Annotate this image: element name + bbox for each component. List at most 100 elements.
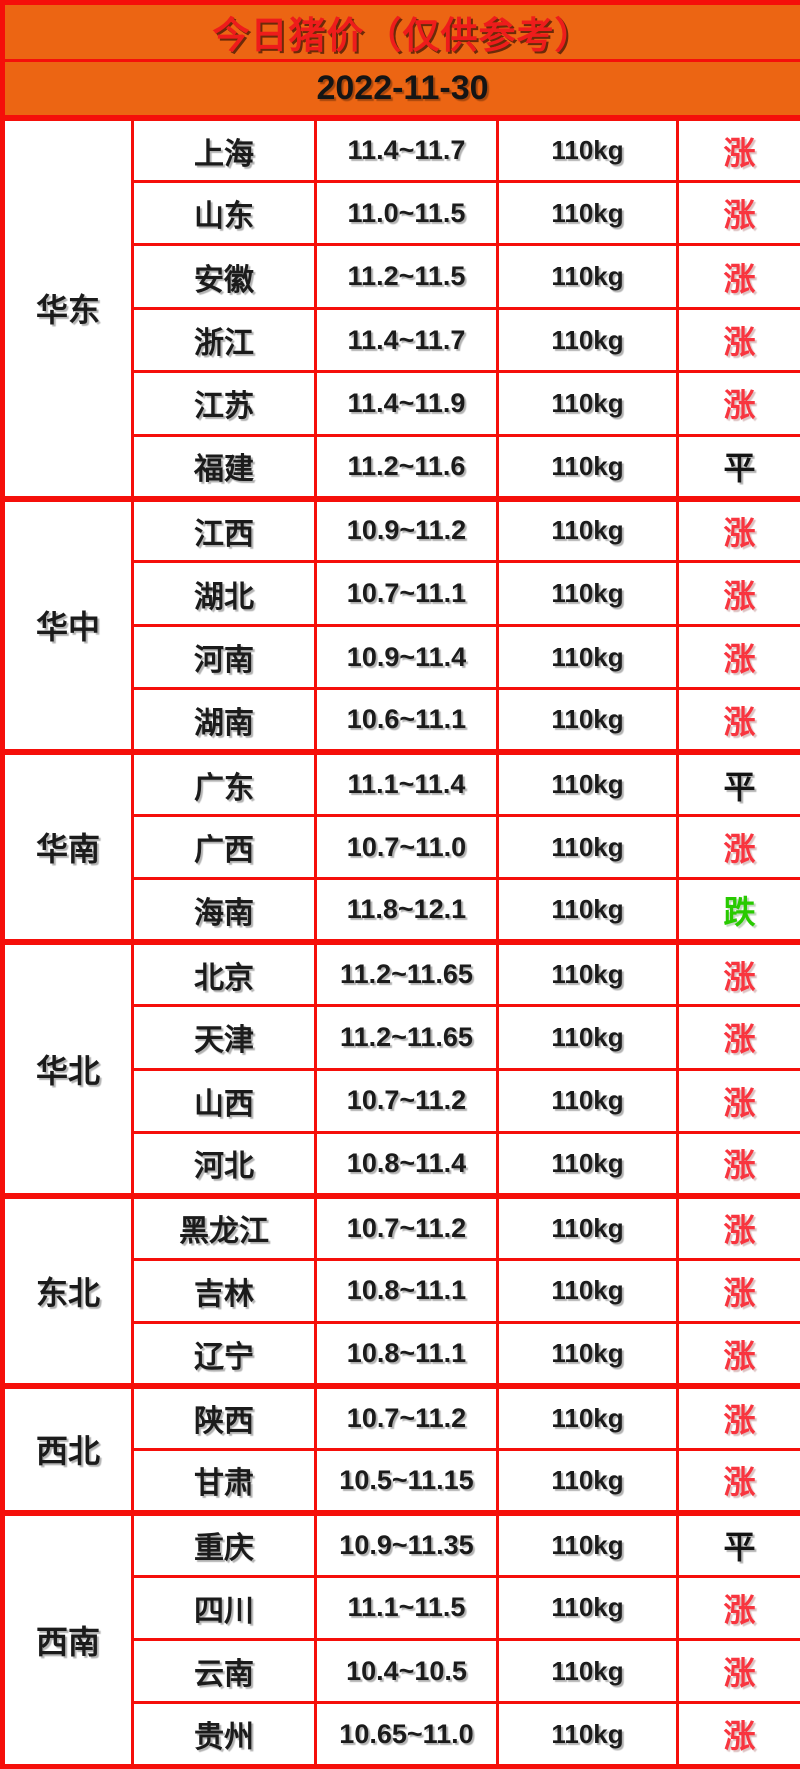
weight-label: 110kg [496,115,679,184]
weight-label: 110kg [496,1638,679,1705]
price-range: 10.5~11.15 [314,1447,499,1515]
weight-label: 110kg [496,1067,679,1134]
table-row: 四川 11.1~11.5 110kg 涨 [3,1574,800,1642]
trend-badge: 平 [676,749,800,818]
table-row: 海南 11.8~12.1 110kg 跌 [3,877,800,944]
table-row: 贵州 10.65~11.0 110kg 涨 [3,1701,800,1768]
table-row: 甘肃 10.5~11.15 110kg 涨 [3,1447,800,1515]
table-row: 西南 重庆 10.9~11.35 110kg 平 [1,1509,800,1768]
table-row: 山西 10.7~11.2 110kg 涨 [3,1067,800,1134]
province-cell: 湖南 [131,687,317,754]
price-range: 10.8~11.1 [314,1321,499,1388]
trend-badge: 涨 [676,370,800,437]
price-range: 10.9~11.2 [314,495,499,564]
province-cell: 山西 [131,1067,317,1134]
table-row: 华北 北京 11.2~11.65 110kg 涨 [1,939,800,1198]
province-cell: 福建 [131,433,317,501]
report-date: 2022-11-30 [1,59,800,120]
weight-label: 110kg [496,749,679,818]
price-range: 10.6~11.1 [314,687,499,754]
table-row: 广西 10.7~11.0 110kg 涨 [3,813,800,881]
price-range: 10.9~11.4 [314,623,499,691]
weight-label: 110kg [496,306,679,374]
price-range: 11.2~11.5 [314,243,499,310]
price-range: 11.1~11.4 [314,749,499,818]
province-cell: 甘肃 [131,1447,317,1515]
price-range: 10.7~11.1 [314,560,499,627]
region-cell: 华南 [1,749,134,944]
weight-label: 110kg [496,877,679,944]
weight-label: 110kg [496,1447,679,1515]
trend-badge: 涨 [676,1192,800,1261]
weight-label: 110kg [496,1192,679,1261]
table-row: 湖北 10.7~11.1 110kg 涨 [3,560,800,627]
price-range: 11.1~11.5 [314,1574,499,1642]
weight-label: 110kg [496,1574,679,1642]
table-row: 西北 陕西 10.7~11.2 110kg 涨 [1,1382,800,1515]
weight-label: 110kg [496,1701,679,1768]
province-cell: 浙江 [131,306,317,374]
table-row: 东北 黑龙江 10.7~11.2 110kg 涨 [1,1192,800,1388]
province-cell: 黑龙江 [131,1192,317,1261]
province-cell: 天津 [131,1004,317,1071]
trend-badge: 平 [676,433,800,501]
region-cell: 华东 [1,115,134,501]
weight-label: 110kg [496,687,679,754]
weight-label: 110kg [496,1382,679,1451]
trend-badge: 涨 [676,560,800,627]
weight-label: 110kg [496,939,679,1008]
trend-badge: 涨 [676,1701,800,1768]
weight-label: 110kg [496,1004,679,1071]
province-cell: 陕西 [131,1382,317,1451]
trend-badge: 涨 [676,1067,800,1134]
weight-label: 110kg [496,433,679,501]
province-cell: 四川 [131,1574,317,1642]
region-cell: 西北 [1,1383,134,1515]
province-cell: 云南 [131,1638,317,1705]
province-cell: 广东 [131,749,317,818]
table-row: 安徽 11.2~11.5 110kg 涨 [3,243,800,310]
region-cell: 东北 [1,1192,134,1388]
trend-badge: 涨 [676,243,800,310]
weight-label: 110kg [496,370,679,437]
province-cell: 吉林 [131,1257,317,1325]
weight-label: 110kg [496,623,679,691]
province-cell: 贵州 [131,1701,317,1768]
table-row: 福建 11.2~11.6 110kg 平 [3,433,800,501]
province-cell: 江苏 [131,370,317,437]
trend-badge: 涨 [676,1447,800,1515]
province-cell: 河南 [131,623,317,691]
trend-badge: 涨 [676,623,800,691]
weight-label: 110kg [496,560,679,627]
region-cell: 西南 [1,1509,134,1768]
price-range: 11.4~11.9 [314,370,499,437]
trend-badge: 涨 [676,180,800,247]
table-row: 吉林 10.8~11.1 110kg 涨 [3,1257,800,1325]
trend-badge: 涨 [676,939,800,1008]
province-cell: 广西 [131,813,317,881]
table-row: 华东 上海 11.4~11.7 110kg 涨 [1,115,800,501]
weight-label: 110kg [496,1321,679,1388]
weight-label: 110kg [496,1130,679,1198]
province-cell: 重庆 [131,1509,317,1578]
weight-label: 110kg [496,813,679,881]
province-cell: 江西 [131,495,317,564]
table-row: 浙江 11.4~11.7 110kg 涨 [3,306,800,374]
region-cell: 华中 [1,495,134,754]
price-range: 10.9~11.35 [314,1509,499,1578]
trend-badge: 平 [676,1509,800,1578]
price-range: 11.0~11.5 [314,180,499,247]
price-range: 11.2~11.6 [314,433,499,501]
trend-badge: 涨 [676,1004,800,1071]
trend-badge: 涨 [676,306,800,374]
weight-label: 110kg [496,1257,679,1325]
trend-badge: 涨 [676,1257,800,1325]
price-range: 11.2~11.65 [314,939,499,1008]
table-row: 华中 江西 10.9~11.2 110kg 涨 [1,495,800,754]
trend-badge: 涨 [676,1382,800,1451]
price-range: 10.8~11.4 [314,1130,499,1198]
price-range: 10.7~11.2 [314,1192,499,1261]
province-cell: 上海 [131,115,317,184]
weight-label: 110kg [496,1509,679,1578]
